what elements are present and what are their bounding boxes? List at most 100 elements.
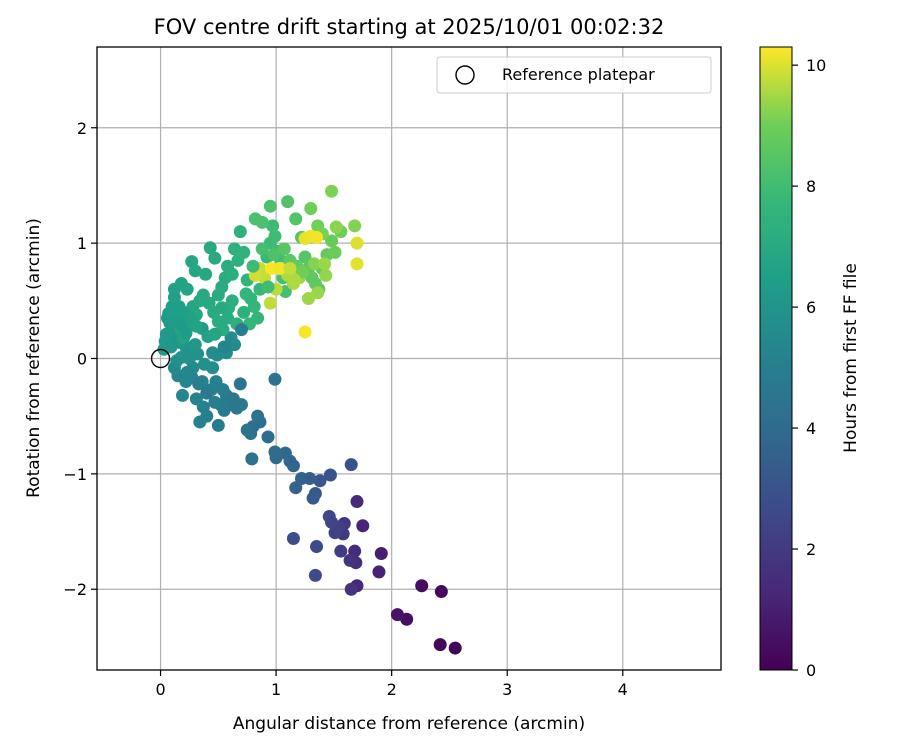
data-point bbox=[329, 220, 343, 234]
data-point bbox=[180, 282, 194, 296]
data-point bbox=[211, 418, 225, 432]
data-point bbox=[334, 544, 348, 558]
data-point bbox=[233, 377, 247, 391]
data-point bbox=[313, 474, 327, 488]
data-point bbox=[319, 268, 333, 282]
data-point bbox=[176, 388, 190, 402]
data-point bbox=[267, 248, 281, 262]
data-point bbox=[180, 365, 194, 379]
x-axis-label: Angular distance from reference (arcmin) bbox=[233, 714, 585, 734]
chart-title: FOV centre drift starting at 2025/10/01 … bbox=[154, 15, 665, 39]
data-point bbox=[328, 526, 342, 540]
data-point bbox=[255, 242, 269, 256]
data-point bbox=[325, 234, 339, 248]
data-point bbox=[216, 383, 230, 397]
colorbar-ticks: 0 2 4 6 8 10 bbox=[792, 56, 826, 680]
data-point bbox=[240, 423, 254, 437]
legend-box bbox=[436, 56, 712, 94]
data-point bbox=[273, 262, 287, 276]
data-point bbox=[221, 311, 235, 325]
data-point bbox=[268, 372, 282, 386]
data-point bbox=[208, 395, 222, 409]
legend: Reference platepar bbox=[436, 56, 712, 94]
data-point bbox=[237, 245, 251, 259]
data-point bbox=[268, 229, 282, 243]
data-point bbox=[246, 259, 260, 273]
data-point bbox=[251, 409, 265, 423]
colorbar-label: Hours from first FF file bbox=[841, 263, 861, 453]
data-point bbox=[448, 641, 462, 655]
x-tick-label: 2 bbox=[387, 680, 397, 699]
data-point bbox=[325, 184, 339, 198]
data-point bbox=[308, 568, 322, 582]
data-point bbox=[226, 392, 240, 406]
y-tick-label: −2 bbox=[63, 580, 87, 599]
data-point bbox=[288, 273, 302, 287]
data-point bbox=[350, 236, 364, 250]
legend-label: Reference platepar bbox=[502, 65, 655, 84]
data-point bbox=[434, 585, 448, 599]
data-point bbox=[225, 267, 239, 281]
data-point bbox=[318, 257, 332, 271]
data-point bbox=[344, 582, 358, 596]
data-point bbox=[200, 386, 214, 400]
data-point bbox=[215, 301, 229, 315]
data-point bbox=[247, 300, 261, 314]
data-point bbox=[189, 319, 203, 333]
scatter-points bbox=[157, 184, 462, 655]
data-point bbox=[167, 315, 181, 329]
data-point bbox=[344, 458, 358, 472]
data-point bbox=[203, 241, 217, 255]
data-point bbox=[350, 257, 364, 271]
data-point bbox=[192, 377, 206, 391]
data-point bbox=[237, 305, 251, 319]
data-point bbox=[193, 415, 207, 429]
data-point bbox=[261, 280, 275, 294]
data-point bbox=[310, 230, 324, 244]
data-point bbox=[189, 392, 203, 406]
colorbar-tick-label: 0 bbox=[806, 661, 816, 680]
x-axis-ticks: 0 1 2 3 4 bbox=[155, 670, 628, 699]
data-point bbox=[350, 495, 364, 509]
data-point bbox=[310, 540, 324, 554]
data-point bbox=[233, 225, 247, 239]
data-point bbox=[217, 340, 231, 354]
colorbar-tick-label: 6 bbox=[806, 298, 816, 317]
data-point bbox=[343, 553, 357, 567]
data-point bbox=[286, 531, 300, 545]
data-point bbox=[433, 638, 447, 652]
y-tick-label: −1 bbox=[63, 465, 87, 484]
data-point bbox=[172, 300, 186, 314]
x-tick-label: 0 bbox=[155, 680, 165, 699]
data-point bbox=[289, 212, 303, 226]
data-point bbox=[289, 481, 303, 495]
data-point bbox=[307, 257, 321, 271]
data-point bbox=[255, 215, 269, 229]
data-point bbox=[323, 468, 337, 482]
data-point bbox=[261, 430, 275, 444]
data-point bbox=[301, 292, 315, 306]
x-tick-label: 1 bbox=[271, 680, 281, 699]
data-point bbox=[268, 445, 282, 459]
y-axis-label: Rotation from reference (arcmin) bbox=[24, 218, 44, 498]
data-point bbox=[296, 265, 310, 279]
y-axis-ticks: −2 −1 0 1 2 bbox=[63, 119, 97, 599]
data-point bbox=[277, 242, 291, 256]
data-point bbox=[263, 296, 277, 310]
data-point bbox=[306, 491, 320, 505]
data-point bbox=[239, 287, 253, 301]
data-point bbox=[179, 326, 193, 340]
data-point bbox=[197, 357, 211, 371]
data-point bbox=[234, 323, 248, 337]
data-point bbox=[304, 202, 318, 216]
colorbar-tick-label: 10 bbox=[806, 56, 826, 75]
data-point bbox=[208, 251, 222, 265]
data-point bbox=[298, 250, 312, 264]
y-tick-label: 2 bbox=[77, 119, 87, 138]
colorbar-tick-label: 2 bbox=[806, 540, 816, 559]
data-point bbox=[390, 608, 404, 622]
data-point bbox=[263, 199, 277, 213]
data-point bbox=[170, 354, 184, 368]
data-point bbox=[206, 346, 220, 360]
